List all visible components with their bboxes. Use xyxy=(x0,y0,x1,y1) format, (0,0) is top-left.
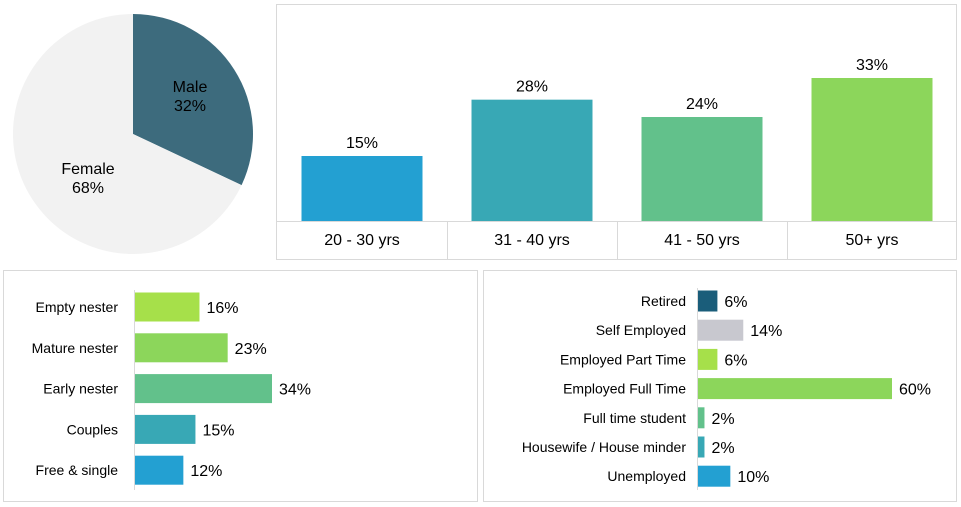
lifestage-value-label: 23% xyxy=(235,341,267,358)
pie-value-female: 68% xyxy=(72,180,104,197)
employment-category-label: Unemployed xyxy=(607,468,686,484)
age-value-label: 15% xyxy=(346,135,378,152)
employment-category-label: Retired xyxy=(641,293,686,309)
lifestage-bar xyxy=(135,333,228,363)
lifestage-bar xyxy=(135,292,200,322)
lifestage-category-label: Free & single xyxy=(36,462,119,478)
lifestage-category-label: Early nester xyxy=(43,381,118,397)
lifestage-value-label: 34% xyxy=(279,382,311,399)
age-category-label: 50+ yrs xyxy=(846,232,899,249)
pie-label-female: Female xyxy=(61,161,114,178)
employment-bar xyxy=(698,348,718,370)
employment-bar xyxy=(698,436,705,458)
employment-category-label: Self Employed xyxy=(596,322,686,338)
employment-value-label: 14% xyxy=(750,323,782,340)
employment-value-label: 60% xyxy=(899,382,931,399)
pie-slice-male xyxy=(133,14,254,186)
employment-bar xyxy=(698,319,744,341)
employment-value-label: 2% xyxy=(711,411,734,428)
age-bar xyxy=(471,99,593,221)
lifestage-value-label: 16% xyxy=(206,300,238,317)
lifestage-category-label: Mature nester xyxy=(32,340,119,356)
age-category-label: 41 - 50 yrs xyxy=(664,232,740,249)
employment-value-label: 2% xyxy=(711,440,734,457)
lifestage-bar xyxy=(135,414,196,444)
employment-category-label: Housewife / House minder xyxy=(522,439,687,455)
lifestage-category-label: Couples xyxy=(67,421,118,437)
pie-slice-female xyxy=(13,14,242,254)
age-category-label: 20 - 30 yrs xyxy=(324,232,400,249)
age-value-label: 24% xyxy=(686,96,718,113)
employment-value-label: 6% xyxy=(724,352,747,369)
age-bar xyxy=(301,156,423,221)
age-value-label: 28% xyxy=(516,79,548,96)
pie-label-male: Male xyxy=(173,79,208,96)
employment-value-label: 10% xyxy=(737,469,769,486)
lifestage-bar xyxy=(135,374,272,404)
age-bar xyxy=(811,78,933,221)
lifestage-category-label: Empty nester xyxy=(36,299,119,315)
lifestage-value-label: 12% xyxy=(190,463,222,480)
employment-bar xyxy=(698,407,705,429)
employment-category-label: Full time student xyxy=(583,410,686,426)
employment-category-label: Employed Part Time xyxy=(560,351,686,367)
age-bar xyxy=(641,117,763,221)
age-category-label: 31 - 40 yrs xyxy=(494,232,570,249)
employment-value-label: 6% xyxy=(724,294,747,311)
employment-bar xyxy=(698,465,731,487)
employment-category-label: Employed Full Time xyxy=(563,381,686,397)
lifestage-value-label: 15% xyxy=(202,422,234,439)
age-value-label: 33% xyxy=(856,57,888,74)
employment-bar xyxy=(698,378,892,400)
lifestage-bar xyxy=(135,455,184,485)
pie-value-male: 32% xyxy=(174,98,206,115)
employment-bar xyxy=(698,290,718,312)
